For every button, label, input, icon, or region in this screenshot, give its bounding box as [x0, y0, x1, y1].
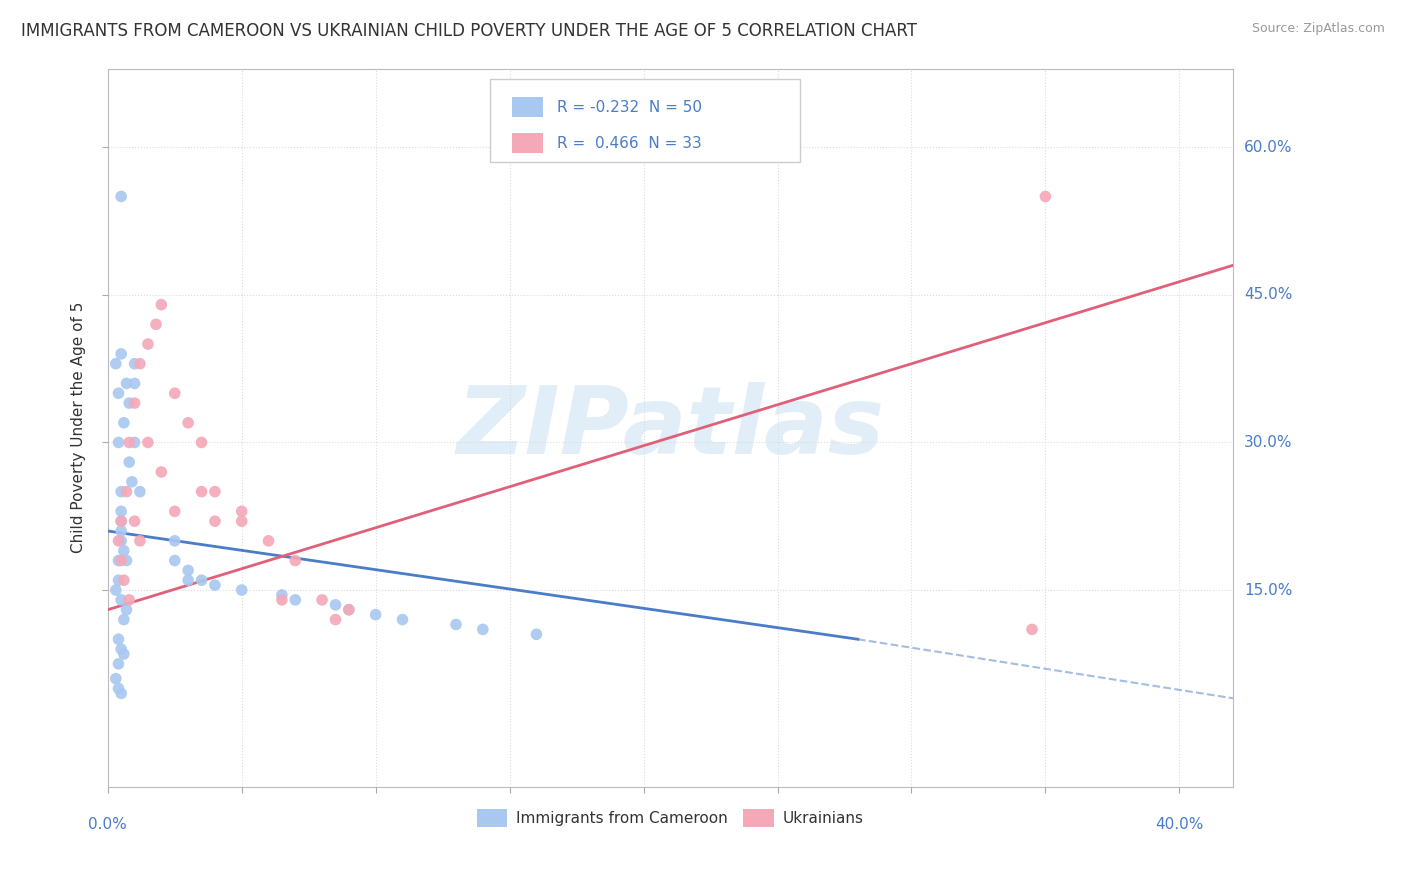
Point: [190, 573, 212, 587]
Point: [391, 613, 413, 627]
Point: [444, 617, 467, 632]
Point: [136, 435, 159, 450]
Point: [325, 598, 347, 612]
Point: [110, 347, 132, 361]
Point: [124, 514, 146, 528]
Point: [124, 357, 146, 371]
Y-axis label: Child Poverty Under the Age of 5: Child Poverty Under the Age of 5: [72, 302, 86, 553]
Point: [115, 376, 138, 391]
Point: [107, 632, 129, 647]
Point: [136, 337, 159, 351]
Point: [150, 465, 173, 479]
Point: [129, 484, 152, 499]
Point: [231, 582, 253, 597]
Point: [1021, 623, 1043, 637]
Point: [526, 627, 548, 641]
Text: 15.0%: 15.0%: [1244, 582, 1292, 598]
Point: [124, 435, 146, 450]
Point: [204, 578, 226, 592]
Point: [107, 533, 129, 548]
Point: [190, 484, 212, 499]
Point: [118, 455, 141, 469]
Point: [271, 588, 294, 602]
Text: R =  0.466  N = 33: R = 0.466 N = 33: [557, 136, 702, 151]
Point: [112, 416, 135, 430]
Point: [284, 593, 307, 607]
Point: [190, 435, 212, 450]
Text: 30.0%: 30.0%: [1244, 435, 1292, 450]
Point: [112, 647, 135, 661]
Text: 40.0%: 40.0%: [1156, 817, 1204, 832]
Point: [163, 553, 186, 567]
Text: 45.0%: 45.0%: [1244, 287, 1292, 302]
Point: [325, 613, 347, 627]
Point: [163, 504, 186, 518]
Point: [110, 504, 132, 518]
Point: [124, 376, 146, 391]
Point: [110, 514, 132, 528]
Point: [110, 189, 132, 203]
Point: [337, 603, 360, 617]
Point: [115, 553, 138, 567]
Point: [129, 533, 152, 548]
Point: [337, 603, 360, 617]
Point: [163, 386, 186, 401]
Text: 60.0%: 60.0%: [1244, 140, 1292, 154]
Point: [118, 396, 141, 410]
Point: [177, 563, 200, 577]
Point: [124, 396, 146, 410]
Point: [107, 435, 129, 450]
Point: [104, 672, 127, 686]
Point: [145, 318, 167, 332]
Point: [107, 573, 129, 587]
Point: [112, 613, 135, 627]
Point: [150, 298, 173, 312]
Point: [231, 514, 253, 528]
Point: [118, 435, 141, 450]
Point: [110, 642, 132, 657]
Text: R = -0.232  N = 50: R = -0.232 N = 50: [557, 100, 702, 114]
Point: [110, 484, 132, 499]
Point: [364, 607, 387, 622]
Text: IMMIGRANTS FROM CAMEROON VS UKRAINIAN CHILD POVERTY UNDER THE AGE OF 5 CORRELATI: IMMIGRANTS FROM CAMEROON VS UKRAINIAN CH…: [21, 22, 917, 40]
Point: [118, 593, 141, 607]
Point: [115, 603, 138, 617]
Point: [107, 657, 129, 671]
Point: [129, 357, 152, 371]
Point: [311, 593, 333, 607]
Point: [257, 533, 280, 548]
FancyBboxPatch shape: [512, 97, 543, 117]
Text: Source: ZipAtlas.com: Source: ZipAtlas.com: [1251, 22, 1385, 36]
Point: [112, 543, 135, 558]
Point: [204, 514, 226, 528]
Point: [110, 524, 132, 538]
Point: [121, 475, 143, 489]
Point: [110, 514, 132, 528]
Point: [177, 416, 200, 430]
Text: ZIPatlas: ZIPatlas: [457, 382, 884, 474]
Point: [284, 553, 307, 567]
Point: [107, 681, 129, 696]
Point: [110, 533, 132, 548]
FancyBboxPatch shape: [512, 133, 543, 153]
Point: [112, 573, 135, 587]
Point: [110, 553, 132, 567]
Point: [104, 582, 127, 597]
Point: [1035, 189, 1057, 203]
Point: [115, 484, 138, 499]
Text: 0.0%: 0.0%: [89, 817, 127, 832]
Point: [177, 573, 200, 587]
Point: [204, 484, 226, 499]
Point: [271, 593, 294, 607]
FancyBboxPatch shape: [491, 79, 800, 162]
Point: [110, 593, 132, 607]
Point: [107, 553, 129, 567]
Point: [107, 386, 129, 401]
Point: [163, 533, 186, 548]
Point: [471, 623, 494, 637]
Point: [104, 357, 127, 371]
Point: [110, 686, 132, 700]
Legend: Immigrants from Cameroon, Ukrainians: Immigrants from Cameroon, Ukrainians: [471, 803, 870, 833]
Point: [231, 504, 253, 518]
